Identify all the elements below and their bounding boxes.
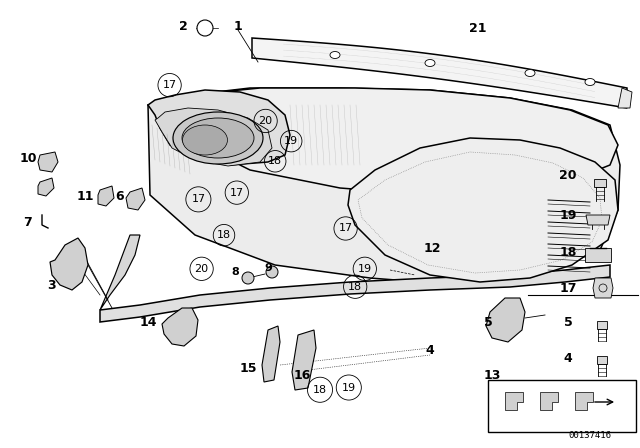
Text: 21: 21 (469, 22, 487, 34)
Text: 9: 9 (264, 263, 272, 273)
Text: 4: 4 (426, 344, 435, 357)
Ellipse shape (425, 60, 435, 66)
Polygon shape (126, 188, 145, 210)
Text: 2: 2 (179, 20, 188, 33)
Text: 1: 1 (234, 20, 243, 33)
Bar (597, 356, 607, 364)
Ellipse shape (330, 52, 340, 59)
Text: 20: 20 (259, 116, 273, 126)
Text: 18: 18 (559, 246, 577, 258)
Circle shape (197, 20, 213, 36)
Polygon shape (486, 298, 525, 342)
Text: 7: 7 (24, 215, 33, 228)
Polygon shape (348, 138, 618, 282)
Polygon shape (575, 392, 593, 410)
Bar (488, 380, 636, 432)
Polygon shape (593, 278, 613, 298)
Text: 17: 17 (559, 281, 577, 294)
Polygon shape (100, 265, 610, 322)
Polygon shape (505, 392, 523, 410)
Polygon shape (155, 108, 272, 166)
Text: 18: 18 (313, 385, 327, 395)
Ellipse shape (585, 78, 595, 86)
Text: 18: 18 (348, 282, 362, 292)
Polygon shape (50, 238, 88, 290)
Polygon shape (148, 88, 618, 195)
Polygon shape (148, 88, 620, 285)
Polygon shape (38, 178, 54, 196)
Text: 20: 20 (559, 168, 577, 181)
Circle shape (242, 272, 254, 284)
Polygon shape (618, 88, 632, 108)
Bar (585, 248, 611, 262)
Text: 6: 6 (116, 190, 124, 202)
Text: 17: 17 (191, 194, 205, 204)
Text: 13: 13 (483, 369, 500, 382)
Text: 4: 4 (564, 352, 572, 365)
Text: 17: 17 (230, 188, 244, 198)
Text: 5: 5 (484, 315, 492, 328)
Polygon shape (100, 235, 140, 310)
Text: 16: 16 (293, 369, 310, 382)
Text: 11: 11 (76, 190, 93, 202)
Ellipse shape (182, 125, 227, 155)
Polygon shape (98, 186, 114, 206)
Text: 19: 19 (559, 208, 577, 221)
Text: 8: 8 (231, 267, 239, 277)
Polygon shape (252, 38, 627, 108)
Text: 3: 3 (48, 279, 56, 292)
Polygon shape (292, 330, 316, 390)
Text: 19: 19 (342, 383, 356, 392)
Text: 5: 5 (564, 315, 572, 328)
Text: 18: 18 (217, 230, 231, 240)
Polygon shape (540, 392, 558, 410)
Text: 12: 12 (423, 241, 441, 254)
Text: 15: 15 (239, 362, 257, 375)
Text: 19: 19 (358, 264, 372, 274)
Text: 17: 17 (163, 80, 177, 90)
Text: 00137416: 00137416 (568, 431, 611, 439)
Polygon shape (586, 215, 610, 225)
Polygon shape (162, 308, 198, 346)
Circle shape (266, 266, 278, 278)
Polygon shape (38, 152, 58, 172)
Ellipse shape (182, 118, 254, 158)
Ellipse shape (525, 69, 535, 77)
Text: 19: 19 (284, 136, 298, 146)
Polygon shape (148, 90, 290, 165)
Text: 18: 18 (268, 156, 282, 166)
Text: 20: 20 (195, 264, 209, 274)
Text: 10: 10 (19, 151, 36, 164)
Bar (597, 321, 607, 329)
Text: 14: 14 (140, 315, 157, 328)
Ellipse shape (173, 112, 263, 164)
Text: 17: 17 (339, 224, 353, 233)
Bar (594, 179, 606, 187)
Polygon shape (262, 326, 280, 382)
